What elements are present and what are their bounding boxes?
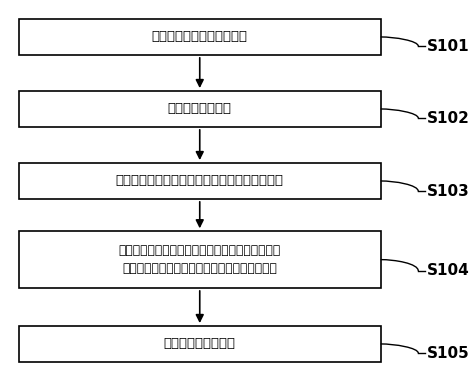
Bar [19,326,381,362]
Bar [19,163,381,199]
Text: S102: S102 [427,111,470,126]
Text: S105: S105 [427,346,470,361]
Bar [19,91,381,127]
Text: S104: S104 [427,263,470,279]
Text: 获取目标故障在不同时刻的实际电网故障状态。: 获取目标故障在不同时刻的实际电网故障状态。 [116,174,284,188]
Text: S103: S103 [427,184,470,199]
Text: 建立有限状态自动机模型。: 建立有限状态自动机模型。 [152,30,248,44]
Text: 获取目标故障类型。: 获取目标故障类型。 [164,337,236,351]
Bar [19,231,381,288]
Text: 建立标准数据库。: 建立标准数据库。 [168,102,232,116]
Bar [19,19,381,55]
Text: 使用目标故障在不同时刻的实际电网故障状态，在
标准数据库中查找目标故障所对应的故障类型。: 使用目标故障在不同时刻的实际电网故障状态，在 标准数据库中查找目标故障所对应的故… [118,244,281,275]
Text: S101: S101 [427,39,470,54]
